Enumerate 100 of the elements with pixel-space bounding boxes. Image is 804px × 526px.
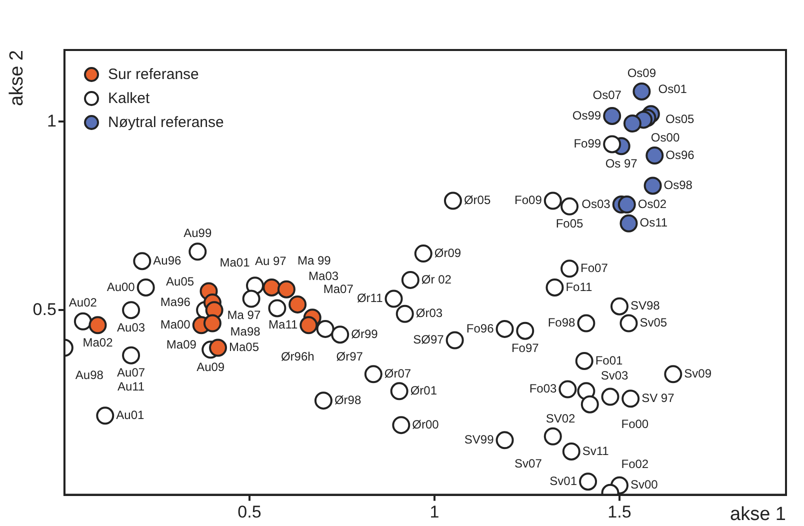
annotation: Au00 — [106, 280, 136, 294]
annotation: Au05 — [166, 274, 194, 288]
point — [644, 176, 662, 195]
annotation: Ør09 — [434, 246, 462, 260]
annotation: Os01 — [658, 82, 688, 96]
point — [622, 390, 640, 408]
annotation: Ma11 — [268, 317, 298, 332]
point — [96, 406, 114, 425]
annotation: Au03 — [117, 320, 146, 334]
annotation: Sv05 — [640, 316, 668, 330]
annotation: Fo07 — [580, 260, 608, 275]
annotation: Au96 — [153, 253, 182, 268]
annotation: Ma00 — [160, 317, 191, 332]
annotation: Fo09 — [514, 193, 542, 208]
point — [560, 260, 579, 278]
annotation: Ma02 — [82, 335, 114, 350]
annotation: Au01 — [116, 408, 144, 422]
annotation: Ma96 — [160, 294, 191, 309]
annotation: Os11 — [640, 216, 668, 230]
annotation: Au 97 — [255, 254, 287, 268]
x-tick-label: 0.5 — [238, 502, 262, 522]
annotation: Ør01 — [410, 383, 438, 398]
annotation: Fo00 — [621, 417, 649, 432]
annotation: Sv11 — [582, 444, 610, 458]
point — [620, 314, 638, 332]
point — [664, 365, 682, 384]
point — [610, 297, 628, 316]
point — [74, 312, 92, 330]
point — [316, 320, 334, 338]
point — [496, 320, 514, 338]
point — [546, 278, 564, 296]
annotation: Au99 — [184, 226, 212, 240]
point — [188, 242, 207, 261]
point — [208, 338, 227, 357]
annotation: SV02 — [546, 411, 576, 426]
annotation: Au98 — [75, 368, 104, 382]
point — [268, 299, 286, 318]
y-axis-title: akse 2 — [6, 50, 28, 106]
annotation: Sv07 — [514, 456, 542, 471]
annotation: Au11 — [117, 380, 145, 394]
point — [544, 427, 562, 446]
annotation: Ma98 — [230, 324, 261, 338]
annotation: Ma 97 — [227, 308, 261, 322]
point — [396, 304, 414, 323]
annotation: Ør11 — [356, 291, 384, 306]
point — [314, 392, 332, 410]
point — [516, 322, 534, 340]
annotation: Sv09 — [684, 366, 712, 380]
point — [544, 192, 562, 210]
annotation: Ør07 — [384, 366, 412, 380]
annotation: SV98 — [630, 298, 660, 313]
point — [444, 192, 462, 210]
point — [136, 278, 155, 296]
annotation: Os02 — [638, 196, 667, 211]
point — [558, 380, 577, 398]
point — [580, 395, 599, 414]
annotation: Ma07 — [323, 282, 354, 296]
annotation: SV 97 — [642, 390, 675, 405]
annotation: Fo03 — [529, 382, 558, 396]
point — [560, 197, 579, 216]
point — [133, 252, 152, 270]
x-tick-label: 1 — [430, 502, 440, 522]
point — [122, 346, 140, 364]
point — [575, 352, 594, 370]
annotation: Ør99 — [351, 326, 378, 341]
point — [414, 244, 432, 263]
annotation: Os00 — [650, 130, 680, 144]
point — [392, 416, 410, 434]
point — [646, 146, 664, 165]
annotation: Ør 02 — [421, 272, 452, 286]
point — [601, 388, 620, 406]
annotation: Fo99 — [574, 136, 602, 151]
point — [562, 442, 580, 460]
annotation: Os05 — [666, 112, 695, 126]
point — [122, 301, 140, 320]
annotation: Fo05 — [556, 216, 584, 231]
annotation: SØ97 — [413, 332, 444, 347]
annotation: Ma01 — [220, 256, 250, 270]
point — [446, 331, 464, 350]
annotation: Ør97 — [336, 349, 364, 364]
annotation: Ør00 — [412, 417, 440, 432]
annotation: SV99 — [464, 432, 494, 446]
point — [620, 214, 638, 232]
annotation: Sv03 — [600, 368, 629, 383]
point — [632, 82, 651, 100]
annotation: Au02 — [68, 296, 98, 310]
annotation: Fo97 — [511, 341, 540, 356]
point — [618, 196, 636, 214]
point — [384, 290, 403, 308]
point — [496, 431, 514, 450]
annotation: Os03 — [582, 196, 611, 211]
x-tick-label: 1.5 — [608, 502, 632, 522]
annotation: Au09 — [196, 360, 225, 374]
annotation: Sv01 — [550, 474, 578, 488]
annotation: Ma09 — [166, 338, 197, 352]
annotation: Os99 — [572, 108, 602, 122]
point — [203, 314, 222, 332]
point — [364, 365, 382, 384]
point — [390, 382, 408, 400]
annotation: Fo02 — [621, 457, 649, 472]
